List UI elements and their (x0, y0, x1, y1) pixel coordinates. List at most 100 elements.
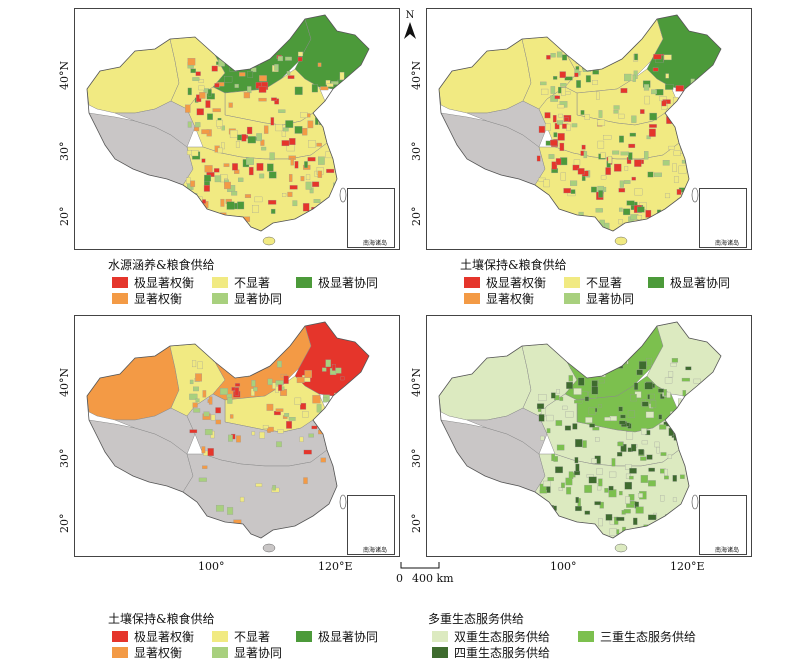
county-patch (326, 83, 334, 87)
county-patch (555, 158, 562, 166)
legend-label: 显著权衡 (486, 292, 535, 306)
county-patch (664, 468, 668, 476)
county-patch (694, 177, 699, 184)
county-patch (618, 113, 625, 119)
county-patch (672, 475, 677, 482)
county-patch (302, 203, 310, 212)
county-patch (227, 50, 232, 59)
county-patch (581, 360, 586, 367)
county-patch (573, 388, 582, 395)
county-patch (215, 407, 221, 414)
legend-label: 四重生态服务供给 (454, 646, 551, 660)
county-patch (558, 113, 563, 118)
county-patch (259, 356, 266, 362)
county-patch (340, 376, 345, 381)
county-patch (327, 209, 331, 216)
county-patch (540, 88, 549, 95)
legend-item-quad: 四重生态服务供给 (432, 644, 550, 661)
county-patch (278, 384, 283, 391)
county-patch (335, 411, 342, 416)
county-patch (250, 388, 255, 397)
county-patch (559, 142, 565, 151)
county-patch (308, 140, 316, 148)
county-patch (692, 524, 700, 529)
county-patch (690, 402, 696, 410)
county-patch (584, 396, 589, 402)
county-patch (597, 119, 606, 126)
county-patch (277, 360, 282, 368)
county-patch (618, 207, 623, 212)
legend-swatch (432, 647, 448, 658)
county-patch (664, 377, 673, 384)
county-patch (572, 164, 580, 171)
county-patch (271, 97, 277, 101)
county-patch (584, 510, 591, 515)
county-patch (219, 388, 228, 395)
county-patch (214, 83, 220, 88)
county-patch (195, 373, 203, 382)
county-patch (543, 524, 549, 529)
county-patch (598, 110, 603, 118)
county-patch (598, 190, 604, 198)
county-patch (277, 56, 284, 62)
county-patch (300, 112, 308, 118)
county-patch (562, 405, 568, 410)
legend-swatch (112, 647, 128, 658)
county-patch (648, 128, 656, 137)
county-patch (226, 201, 235, 210)
county-patch (623, 509, 631, 514)
county-patch (185, 104, 191, 113)
county-patch (277, 429, 284, 434)
county-patch (576, 80, 581, 88)
county-patch (656, 446, 660, 454)
lat-label-30-top-right: 30° (410, 141, 423, 162)
county-patch (538, 125, 546, 133)
county-patch (694, 89, 701, 93)
lat-label-20-bottom: 20° (58, 513, 71, 534)
county-patch (576, 50, 580, 59)
county-patch (648, 480, 656, 487)
county-patch (213, 168, 220, 173)
county-patch (688, 444, 692, 453)
region-xinjiang (87, 345, 180, 421)
lat-label-40-top: 40°N (58, 60, 71, 90)
hainan-island (614, 543, 628, 553)
county-patch (228, 102, 233, 108)
county-patch (660, 452, 667, 456)
legend-swatch (578, 631, 594, 642)
county-patch (561, 482, 565, 489)
county-patch (690, 178, 699, 186)
county-patch (338, 170, 347, 178)
county-patch (548, 154, 555, 159)
county-patch (619, 490, 623, 496)
legend-swatch (212, 631, 228, 642)
county-patch (667, 454, 672, 459)
county-patch (317, 170, 323, 178)
county-patch (675, 85, 684, 92)
county-patch (646, 454, 653, 460)
county-patch (598, 518, 603, 527)
county-patch (334, 410, 343, 415)
county-patch (284, 413, 290, 417)
county-patch (644, 151, 649, 160)
county-patch (559, 396, 564, 401)
county-patch (633, 517, 638, 525)
county-patch (313, 199, 321, 203)
lat-label-40-bottom: 40°N (58, 367, 71, 397)
county-patch (685, 366, 692, 371)
county-patch (307, 120, 314, 129)
county-patch (629, 475, 634, 480)
county-patch (647, 171, 654, 178)
county-patch (605, 167, 611, 175)
county-patch (259, 75, 267, 82)
county-patch (251, 380, 256, 387)
taiwan-island (339, 187, 347, 203)
county-patch (294, 126, 303, 134)
county-patch (619, 420, 626, 425)
county-patch (332, 137, 339, 143)
county-patch (239, 496, 245, 503)
county-patch (654, 441, 660, 448)
county-patch (282, 127, 289, 132)
county-patch (304, 370, 312, 378)
county-patch (594, 501, 601, 506)
